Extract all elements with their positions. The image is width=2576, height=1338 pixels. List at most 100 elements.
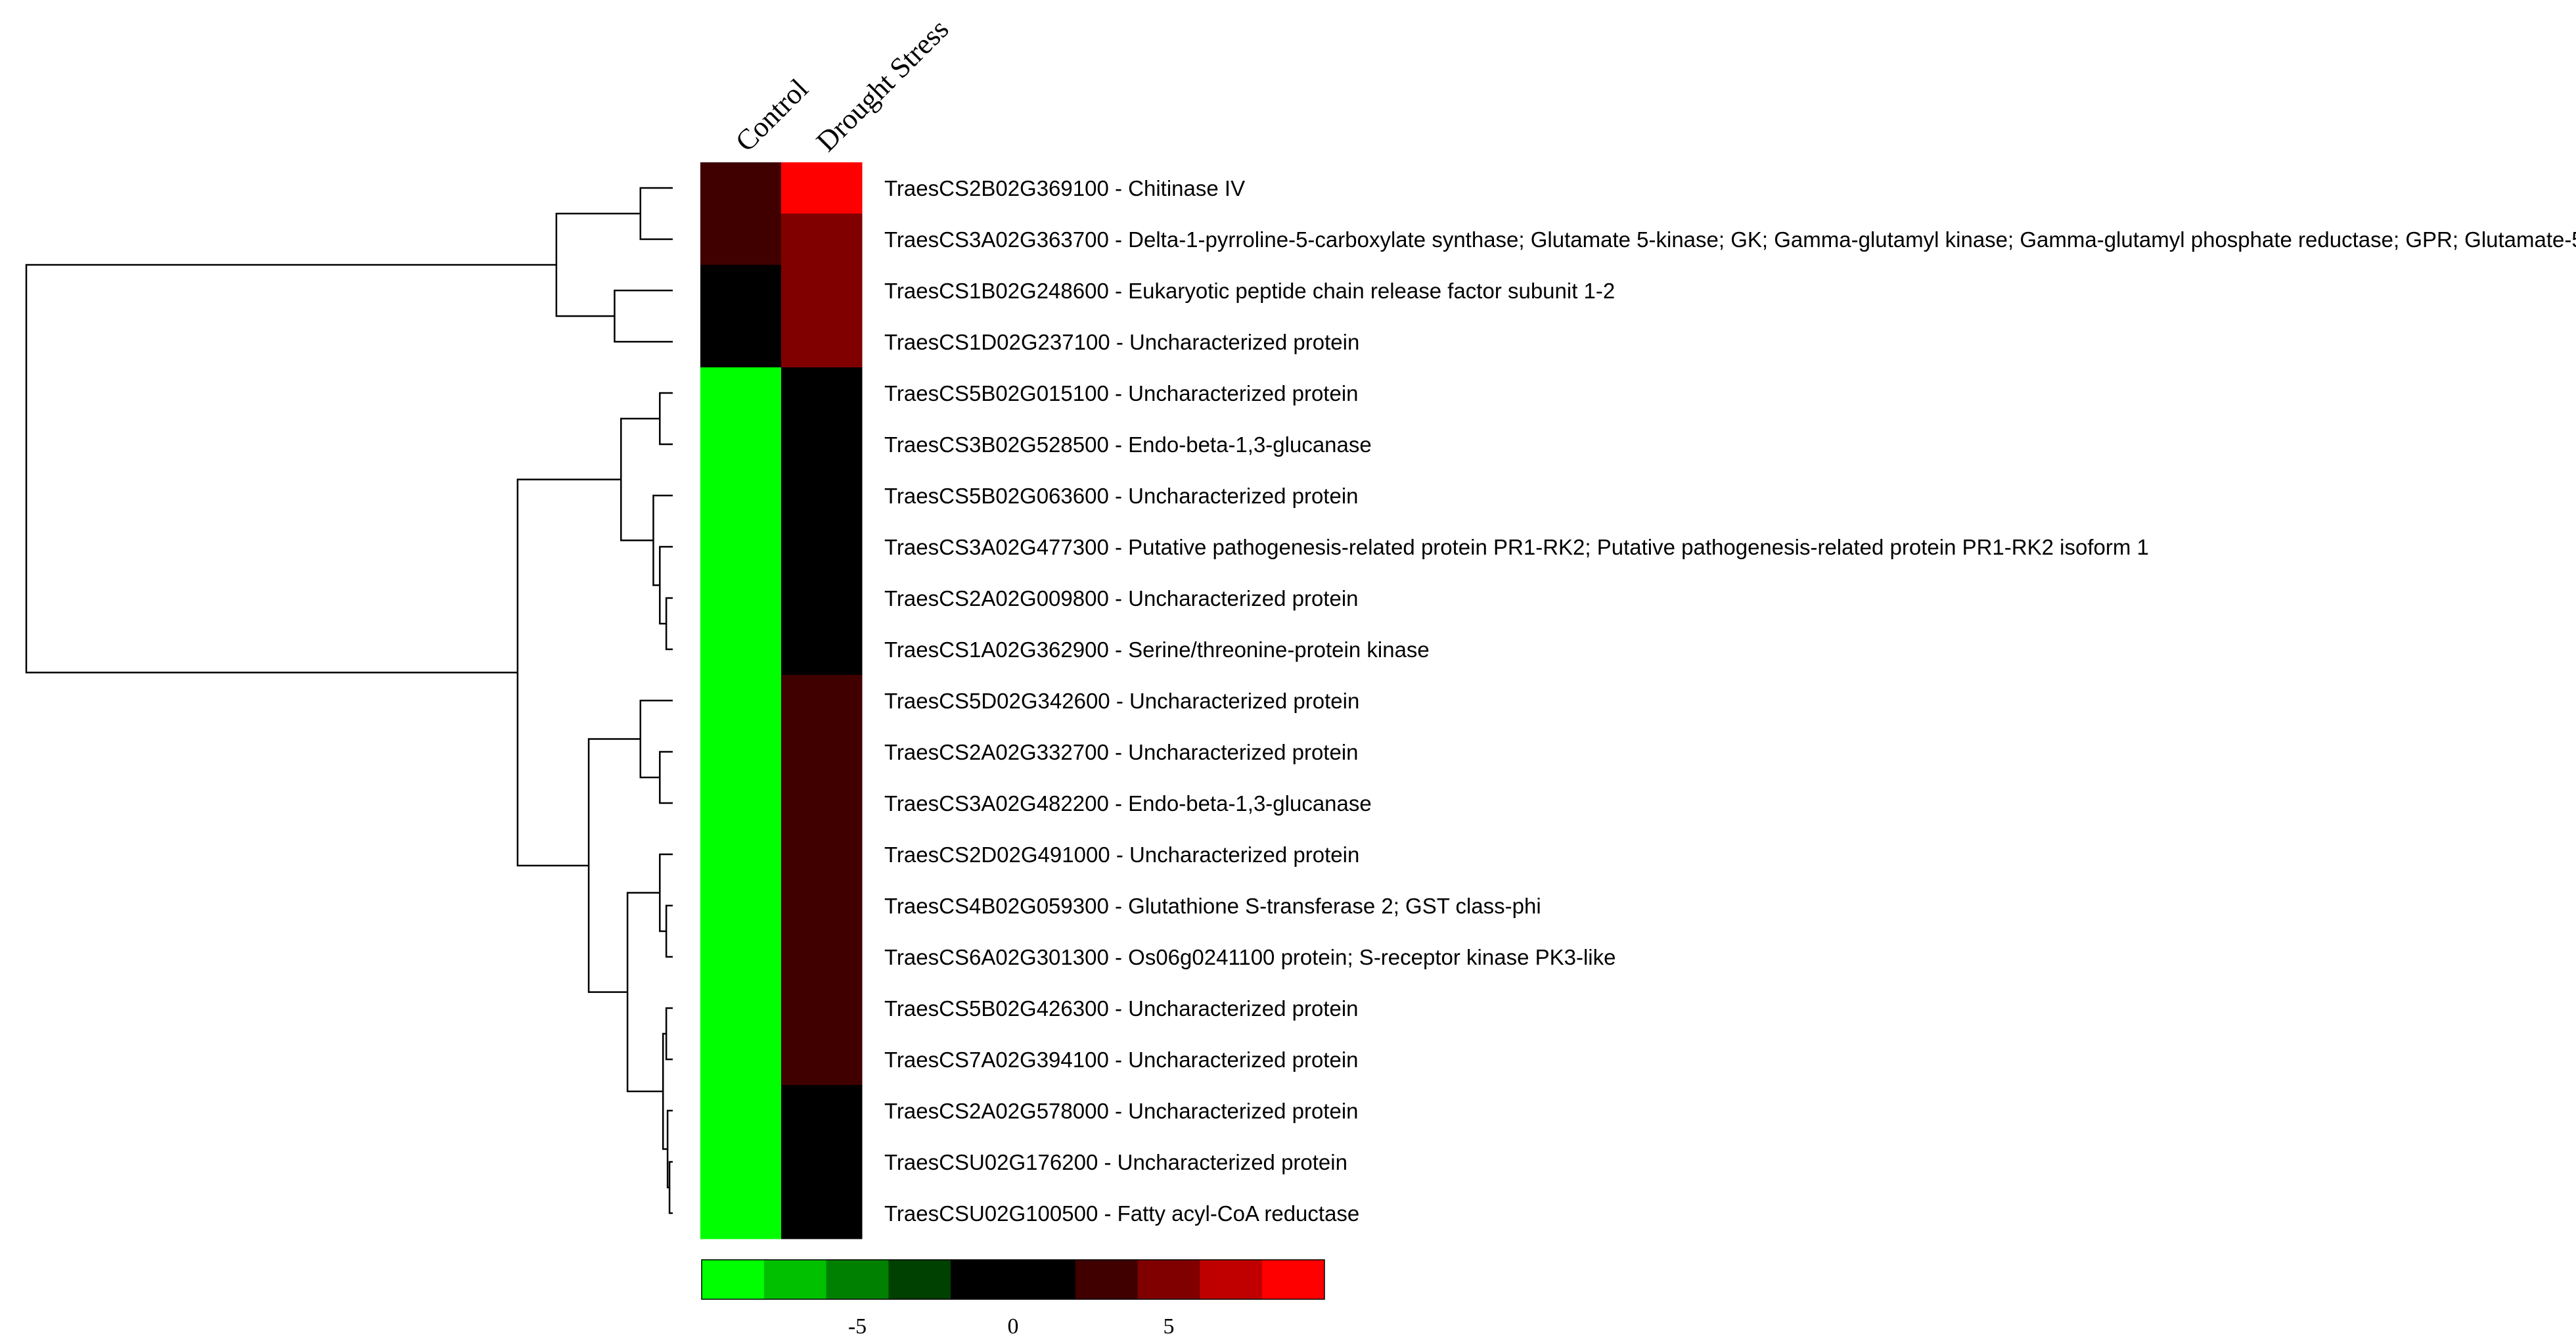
row-label-19: TraesCSU02G176200 - Uncharacterized prot…: [884, 1150, 1347, 1174]
heatmap-cell-r9-c0: [700, 624, 782, 676]
row-label-3: TraesCS1D02G237100 - Uncharacterized pro…: [884, 330, 1359, 354]
row-label-0: TraesCS2B02G369100 - Chitinase IV: [884, 176, 1245, 200]
heatmap-cell-r18-c1: [781, 1085, 863, 1137]
heatmap-cell-r6-c1: [781, 470, 863, 522]
color-scale-tick-2: 5: [1164, 1314, 1175, 1338]
heatmap-cell-r19-c0: [700, 1136, 782, 1188]
color-scale-bin-3: [888, 1260, 951, 1299]
heatmap-cell-r2-c1: [781, 265, 863, 317]
color-scale-bin-8: [1262, 1260, 1325, 1299]
row-label-12: TraesCS3A02G482200 - Endo-beta-1,3-gluca…: [884, 791, 1372, 816]
dendrogram-branch-18: [516, 478, 621, 867]
heatmap-cell-r10-c0: [700, 675, 782, 727]
dendrogram-branch-2: [555, 212, 641, 317]
heatmap-cell-r10-c1: [781, 675, 863, 727]
heatmap-cell-r16-c0: [700, 982, 782, 1034]
color-scale-tick-0: -5: [848, 1314, 867, 1338]
heatmap-cell-r17-c0: [700, 1034, 782, 1086]
column-label-0: Control: [729, 72, 815, 158]
heatmap-cell-r4-c1: [781, 367, 863, 419]
heatmap-cell-r8-c0: [700, 572, 782, 624]
row-label-4: TraesCS5B02G015100 - Uncharacterized pro…: [884, 381, 1359, 405]
heatmap-cell-r11-c0: [700, 726, 782, 778]
dendrogram-branch-8: [659, 750, 673, 804]
heatmap-cell-r3-c1: [781, 316, 863, 368]
color-scale-bin-7: [1200, 1260, 1263, 1299]
dendrogram-branch-12: [665, 1007, 673, 1061]
color-scale-bin-0: [702, 1260, 765, 1299]
heatmap-cell-r2-c0: [700, 265, 782, 317]
dendrogram-branch-9: [639, 699, 673, 779]
row-label-14: TraesCS4B02G059300 - Glutathione S-trans…: [884, 894, 1541, 918]
dendrogram-branch-17: [587, 738, 641, 993]
dendrogram-branch-13: [668, 1161, 673, 1214]
color-scale: -5 0 5: [701, 1259, 1325, 1338]
heatmap-cell-r1-c1: [781, 214, 863, 265]
heatmap-cell-r6-c0: [700, 470, 782, 522]
dendrogram-branch-6: [659, 392, 673, 446]
heatmap-cell-r0-c1: [781, 162, 863, 214]
row-label-6: TraesCS5B02G063600 - Uncharacterized pro…: [884, 484, 1359, 508]
row-label-8: TraesCS2A02G009800 - Uncharacterized pro…: [884, 586, 1359, 611]
heatmap-cells: [700, 162, 863, 1239]
heatmap-cell-r16-c1: [781, 982, 863, 1034]
row-dendrogram: [25, 187, 673, 1214]
row-label-20: TraesCSU02G100500 - Fatty acyl-CoA reduc…: [884, 1201, 1359, 1226]
heatmap-cell-r1-c0: [700, 214, 782, 265]
row-label-17: TraesCS7A02G394100 - Uncharacterized pro…: [884, 1048, 1359, 1072]
color-scale-bin-1: [763, 1260, 827, 1299]
heatmap-cell-r13-c0: [700, 829, 782, 881]
heatmap-cell-r5-c0: [700, 419, 782, 471]
heatmap-cell-r19-c1: [781, 1136, 863, 1188]
heatmap-cell-r20-c0: [700, 1188, 782, 1239]
dendrogram-branch-1: [614, 289, 673, 343]
heatmap-cell-r7-c1: [781, 521, 863, 573]
color-scale-bin-2: [826, 1260, 889, 1299]
dendrogram-branch-5: [652, 494, 673, 586]
color-scale-border: [701, 1259, 1325, 1300]
row-label-10: TraesCS5D02G342600 - Uncharacterized pro…: [884, 689, 1359, 713]
row-label-9: TraesCS1A02G362900 - Serine/threonine-pr…: [884, 637, 1430, 662]
heatmap-cell-r3-c0: [700, 316, 782, 368]
row-label-7: TraesCS3A02G477300 - Putative pathogenes…: [884, 535, 2149, 559]
row-label-11: TraesCS2A02G332700 - Uncharacterized pro…: [884, 740, 1359, 764]
row-label-1: TraesCS3A02G363700 - Delta-1-pyrroline-5…: [884, 227, 2576, 252]
heatmap-cell-r15-c1: [781, 931, 863, 983]
heatmap-cell-r17-c1: [781, 1034, 863, 1086]
dendrogram-branch-19: [25, 264, 556, 674]
heatmap-cell-r5-c1: [781, 419, 863, 471]
heatmap-cell-r14-c1: [781, 880, 863, 932]
heatmap-cell-r13-c1: [781, 829, 863, 881]
color-scale-tick-1: 0: [1008, 1314, 1019, 1338]
heatmap-cell-r0-c0: [700, 162, 782, 214]
dendrogram-branch-14: [666, 1109, 673, 1189]
row-labels: TraesCS2B02G369100 - Chitinase IV TraesCS…: [884, 176, 2576, 1226]
heatmap-cell-r20-c1: [781, 1188, 863, 1239]
row-label-2: TraesCS1B02G248600 - Eukaryotic peptide …: [884, 279, 1615, 303]
column-label-1: Drought Stress: [810, 13, 955, 158]
heatmap-cell-r12-c1: [781, 777, 863, 829]
color-scale-bin-6: [1137, 1260, 1200, 1299]
heatmap-cell-r11-c1: [781, 726, 863, 778]
color-scale-bin-5: [1075, 1260, 1139, 1299]
heatmap-cell-r18-c0: [700, 1085, 782, 1137]
dendrogram-branch-3: [665, 597, 673, 651]
heatmap-cell-r12-c0: [700, 777, 782, 829]
row-label-18: TraesCS2A02G578000 - Uncharacterized pro…: [884, 1099, 1359, 1123]
row-label-13: TraesCS2D02G491000 - Uncharacterized pro…: [884, 842, 1359, 867]
color-scale-bin-4: [951, 1260, 1076, 1299]
heatmap-cell-r8-c1: [781, 572, 863, 624]
heatmap-cell-r15-c0: [700, 931, 782, 983]
dendrogram-branch-10: [665, 904, 673, 958]
row-label-15: TraesCS6A02G301300 - Os06g0241100 protei…: [884, 945, 1616, 969]
row-label-16: TraesCS5B02G426300 - Uncharacterized pro…: [884, 996, 1359, 1021]
dendrogram-branch-0: [639, 187, 673, 241]
heatmap-cell-r7-c0: [700, 521, 782, 573]
row-label-5: TraesCS3B02G528500 - Endo-beta-1,3-gluca…: [884, 432, 1372, 457]
heatmap-cell-r9-c1: [781, 624, 863, 676]
dendrogram-branch-16: [626, 892, 664, 1092]
heatmap-cell-r14-c0: [700, 880, 782, 932]
heatmap-cell-r4-c0: [700, 367, 782, 419]
